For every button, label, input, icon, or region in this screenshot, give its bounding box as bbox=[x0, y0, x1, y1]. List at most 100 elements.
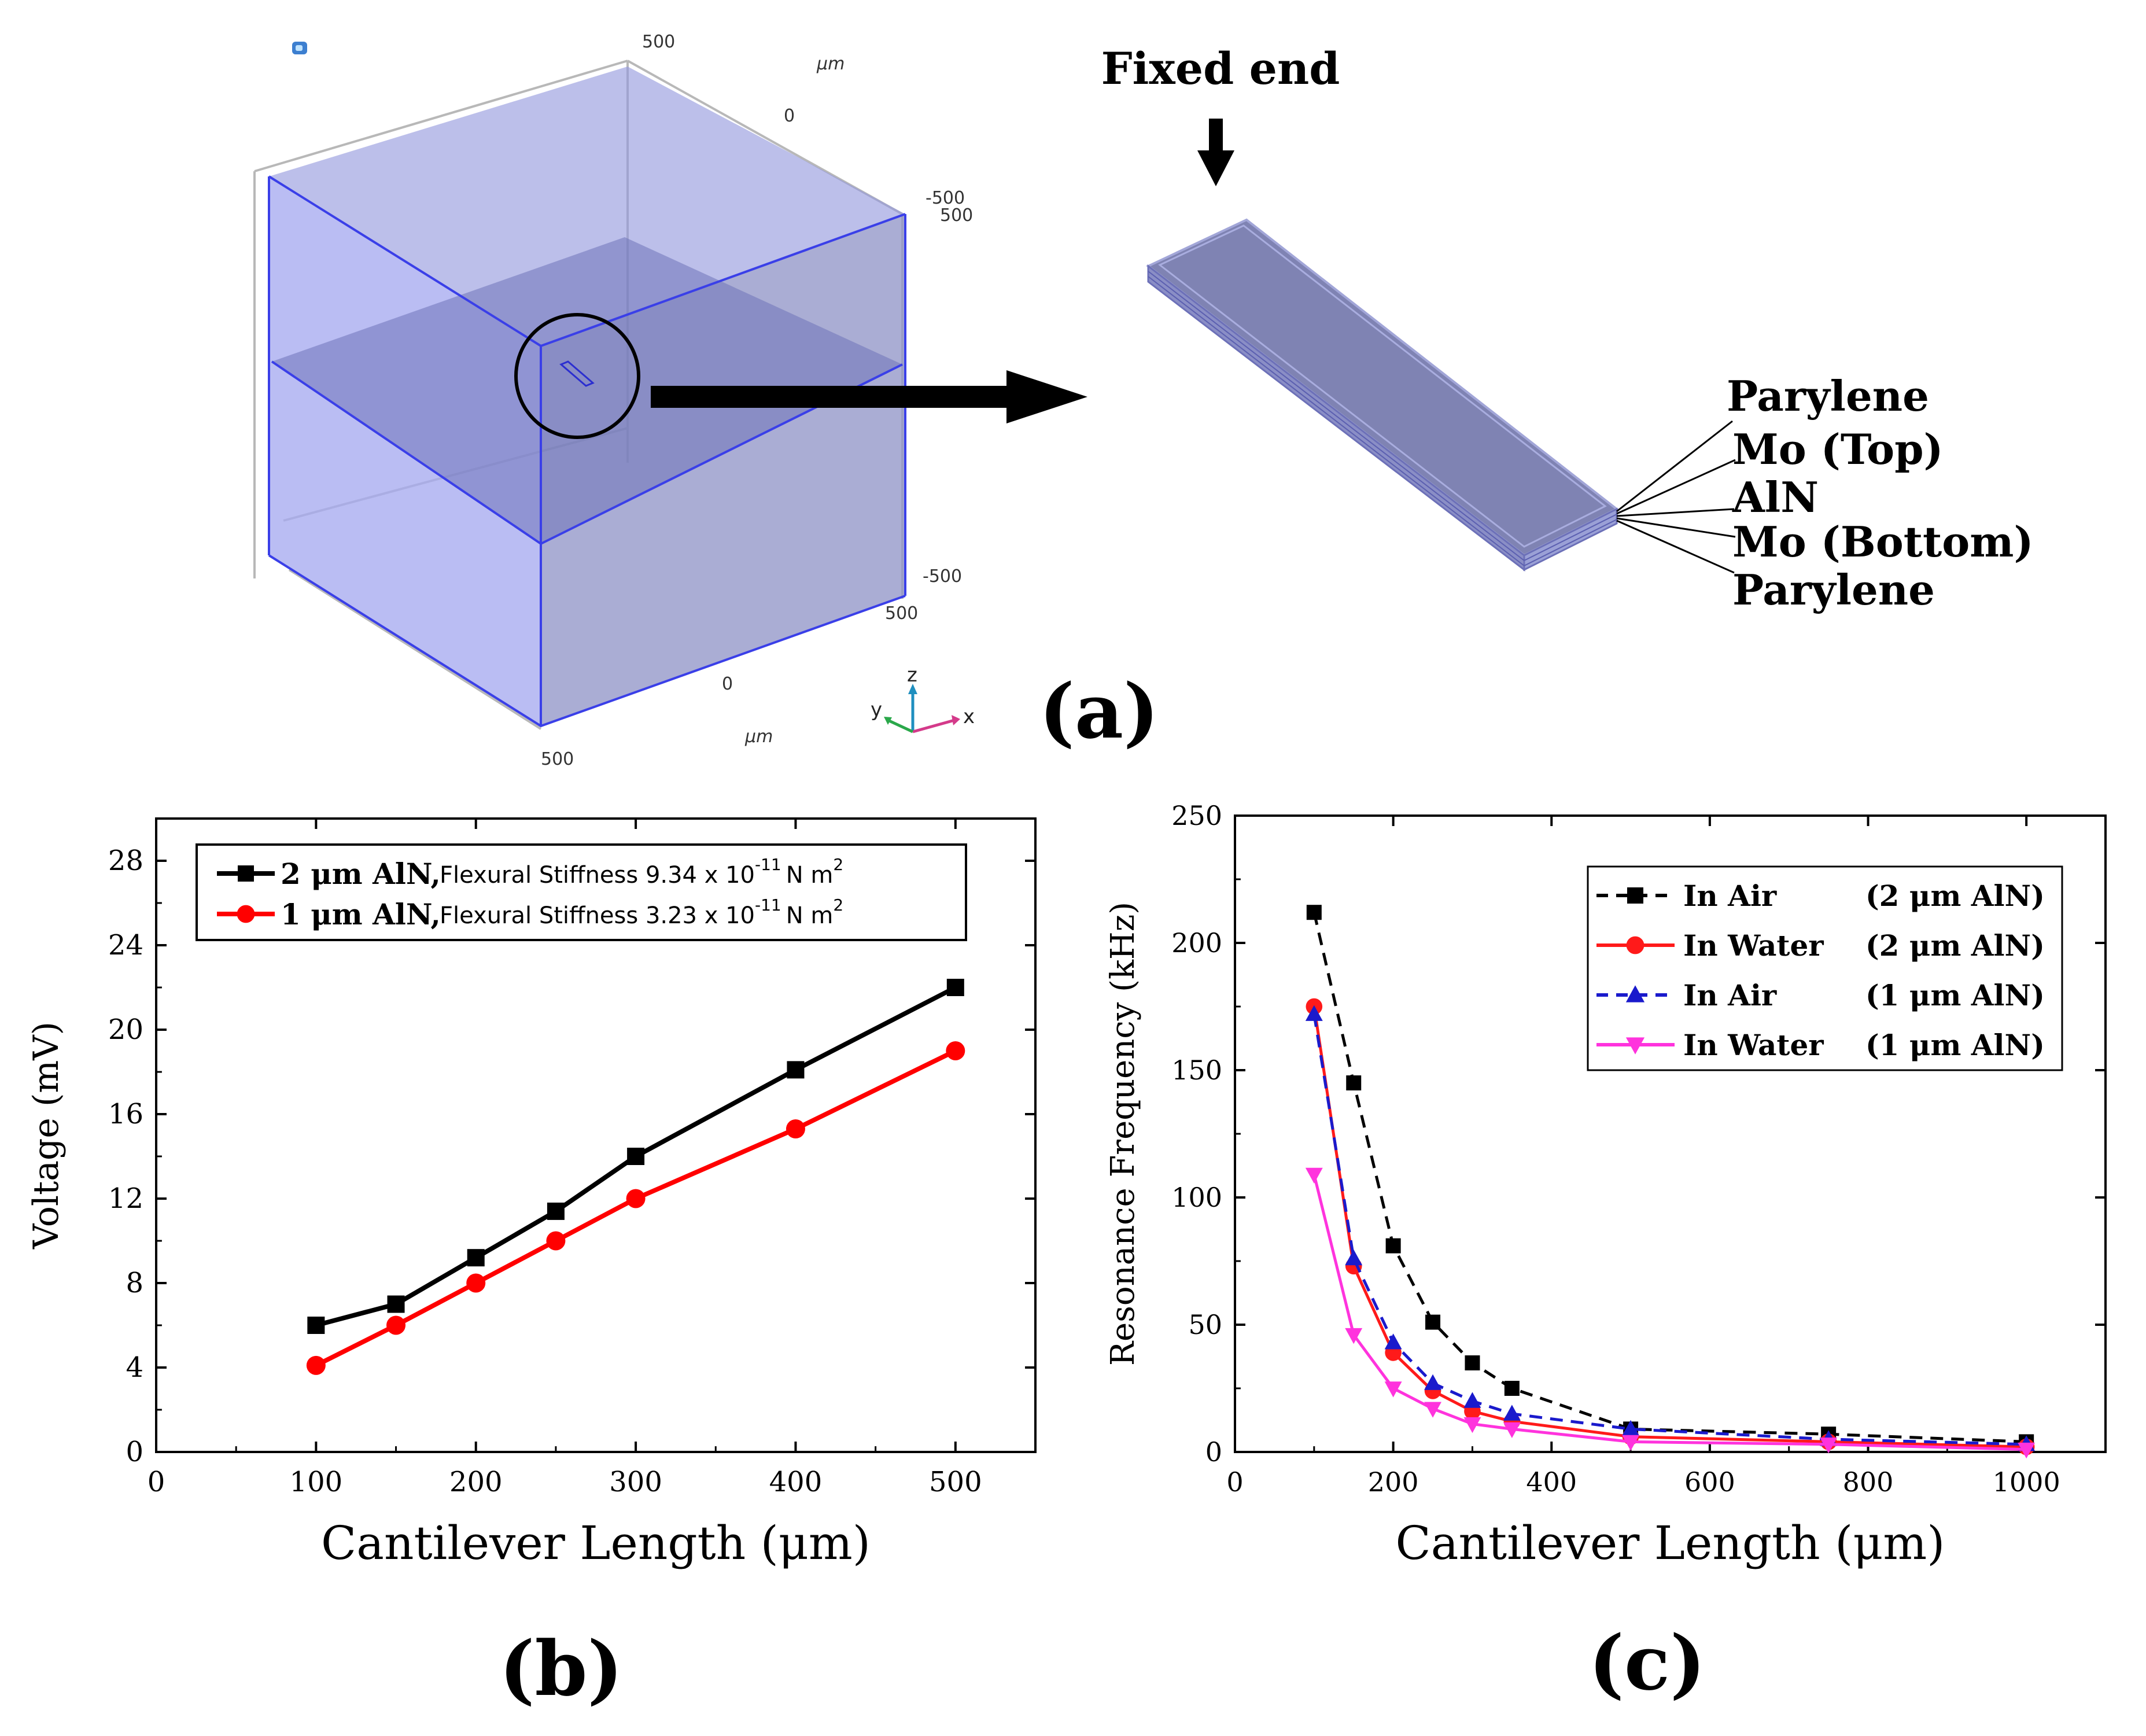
data-point bbox=[786, 1119, 805, 1139]
tick-bottom-0: 0 bbox=[722, 674, 733, 694]
legend-box bbox=[196, 843, 967, 941]
triad-x-label: x bbox=[963, 705, 975, 728]
axis-triad: z x y bbox=[871, 664, 975, 734]
data-point bbox=[787, 1061, 805, 1079]
tick-right-neg500-bottom: -500 bbox=[923, 566, 962, 587]
tick-bottom-um: μm bbox=[744, 727, 773, 747]
resonance-chart: 0 200 400 600 800 1000 0 50 100 150 200 250 Cantilev… bbox=[1104, 800, 2107, 1707]
legend: In Air (2 μm AlN) In Water (2 μm AlN) In Air… bbox=[1587, 865, 2063, 1071]
legend-unit-exp: 2 bbox=[833, 855, 843, 874]
y-tick-label: 16 bbox=[108, 1098, 143, 1130]
data-point bbox=[1384, 1381, 1402, 1398]
data-point bbox=[2018, 1442, 2036, 1459]
x-tick-label: 600 bbox=[1684, 1466, 1735, 1498]
layer-leaders bbox=[1616, 420, 1736, 574]
y-tick-label: 12 bbox=[108, 1182, 143, 1215]
data-point bbox=[1384, 1333, 1402, 1350]
fixed-end-label: Fixed end bbox=[1101, 43, 1340, 94]
legend-marker bbox=[238, 865, 254, 882]
data-point bbox=[1305, 1005, 1323, 1021]
y-tick-label: 28 bbox=[108, 845, 143, 877]
x-tick-label: 800 bbox=[1843, 1466, 1894, 1498]
data-point bbox=[386, 1315, 406, 1335]
data-point bbox=[1465, 1355, 1480, 1370]
x-tick-label: 200 bbox=[1368, 1466, 1419, 1498]
plot-frame bbox=[155, 817, 1037, 1453]
data-point bbox=[1424, 1402, 1441, 1418]
data-point bbox=[1820, 1438, 1838, 1454]
simulation-domain-box bbox=[253, 60, 906, 730]
y-tick-label: 100 bbox=[1171, 1182, 1222, 1213]
legend-unit-exp: 2 bbox=[833, 895, 843, 915]
x-tick-label: 1000 bbox=[1993, 1466, 2060, 1498]
data-point bbox=[1424, 1374, 1441, 1390]
layer-label-mo-top: Mo (Top) bbox=[1732, 425, 1944, 474]
cantilever-beam bbox=[1146, 218, 1619, 572]
legend-marker bbox=[1626, 936, 1644, 954]
data-point bbox=[1346, 1075, 1362, 1090]
x-tick-label: 400 bbox=[1526, 1466, 1577, 1498]
x-tick-label: 400 bbox=[769, 1466, 823, 1498]
tick-right-500-top: 500 bbox=[940, 205, 973, 226]
data-point bbox=[1306, 905, 1322, 920]
legend-unit: N m bbox=[786, 902, 834, 929]
data-point bbox=[1504, 1381, 1520, 1396]
panel-label: (b) bbox=[499, 1624, 623, 1713]
data-point bbox=[946, 1041, 965, 1060]
x-tick-label: 200 bbox=[449, 1466, 503, 1498]
panel-label: (c) bbox=[1588, 1619, 1705, 1707]
x-tick-label: 0 bbox=[148, 1466, 165, 1498]
layer-label-mo-bottom: Mo (Bottom) bbox=[1732, 517, 2034, 566]
y-tick-label: 150 bbox=[1171, 1055, 1222, 1086]
data-point bbox=[1503, 1405, 1521, 1421]
tick-top-um: μm bbox=[816, 54, 845, 74]
y-tick-label: 0 bbox=[126, 1436, 143, 1468]
data-point bbox=[1622, 1420, 1640, 1436]
legend-name: 1 μm AlN, bbox=[281, 897, 441, 931]
data-point bbox=[626, 1189, 646, 1208]
legend-condition: (1 μm AlN) bbox=[1865, 978, 2045, 1012]
layer-label-parylene-bottom: Parylene bbox=[1732, 565, 1935, 614]
zoom-circle bbox=[514, 313, 640, 439]
y-tick-label: 4 bbox=[126, 1351, 143, 1384]
data-point bbox=[467, 1249, 485, 1267]
triad-y-label: y bbox=[871, 698, 882, 721]
tick-right-neg500-top: -500 bbox=[925, 188, 965, 208]
legend-exp: -11 bbox=[755, 895, 781, 915]
tick-right-500-bottom: 500 bbox=[885, 603, 918, 624]
panel-a-label: (a) bbox=[1039, 667, 1159, 755]
data-point bbox=[627, 1148, 645, 1165]
x-axis-label: Cantilever Length (μm) bbox=[1396, 1516, 1945, 1570]
x-axis-label: Cantilever Length (μm) bbox=[321, 1516, 871, 1570]
fixed-end-arrow bbox=[1197, 119, 1234, 186]
y-axis-label: Resonance Frequency (kHz) bbox=[1104, 902, 1142, 1366]
data-point bbox=[307, 1317, 325, 1334]
series-line bbox=[1312, 1006, 2027, 1448]
series-1 bbox=[306, 1041, 965, 1375]
x-tick-label: 300 bbox=[609, 1466, 662, 1498]
data-point bbox=[1463, 1417, 1481, 1433]
series-2 bbox=[1305, 1005, 2036, 1451]
data-point bbox=[1385, 1238, 1401, 1254]
legend-condition: (2 μm AlN) bbox=[1865, 928, 2045, 963]
data-point bbox=[1305, 1167, 1323, 1184]
data-point bbox=[1463, 1392, 1481, 1408]
tick-bottom-500: 500 bbox=[541, 749, 574, 769]
data-point bbox=[306, 1355, 326, 1375]
data-point bbox=[387, 1295, 405, 1313]
legend-name: In Air bbox=[1683, 978, 1777, 1012]
app-icon bbox=[292, 42, 307, 54]
legend-condition: (2 μm AlN) bbox=[1865, 879, 2045, 913]
series-3 bbox=[1305, 1167, 2036, 1459]
data-point bbox=[1622, 1435, 1640, 1451]
y-tick-label: 50 bbox=[1188, 1309, 1222, 1340]
y-tick-label: 20 bbox=[108, 1013, 143, 1046]
legend-marker bbox=[1625, 985, 1645, 1002]
data-point bbox=[1345, 1250, 1363, 1266]
y-tick-label: 250 bbox=[1171, 800, 1222, 831]
layer-label-parylene-top: Parylene bbox=[1727, 371, 1929, 421]
tick-top-0: 0 bbox=[784, 106, 795, 126]
legend-name: 2 μm AlN, bbox=[281, 857, 441, 891]
x-tick-label: 500 bbox=[929, 1466, 982, 1498]
y-axis-label: Voltage (mV) bbox=[26, 1022, 67, 1250]
